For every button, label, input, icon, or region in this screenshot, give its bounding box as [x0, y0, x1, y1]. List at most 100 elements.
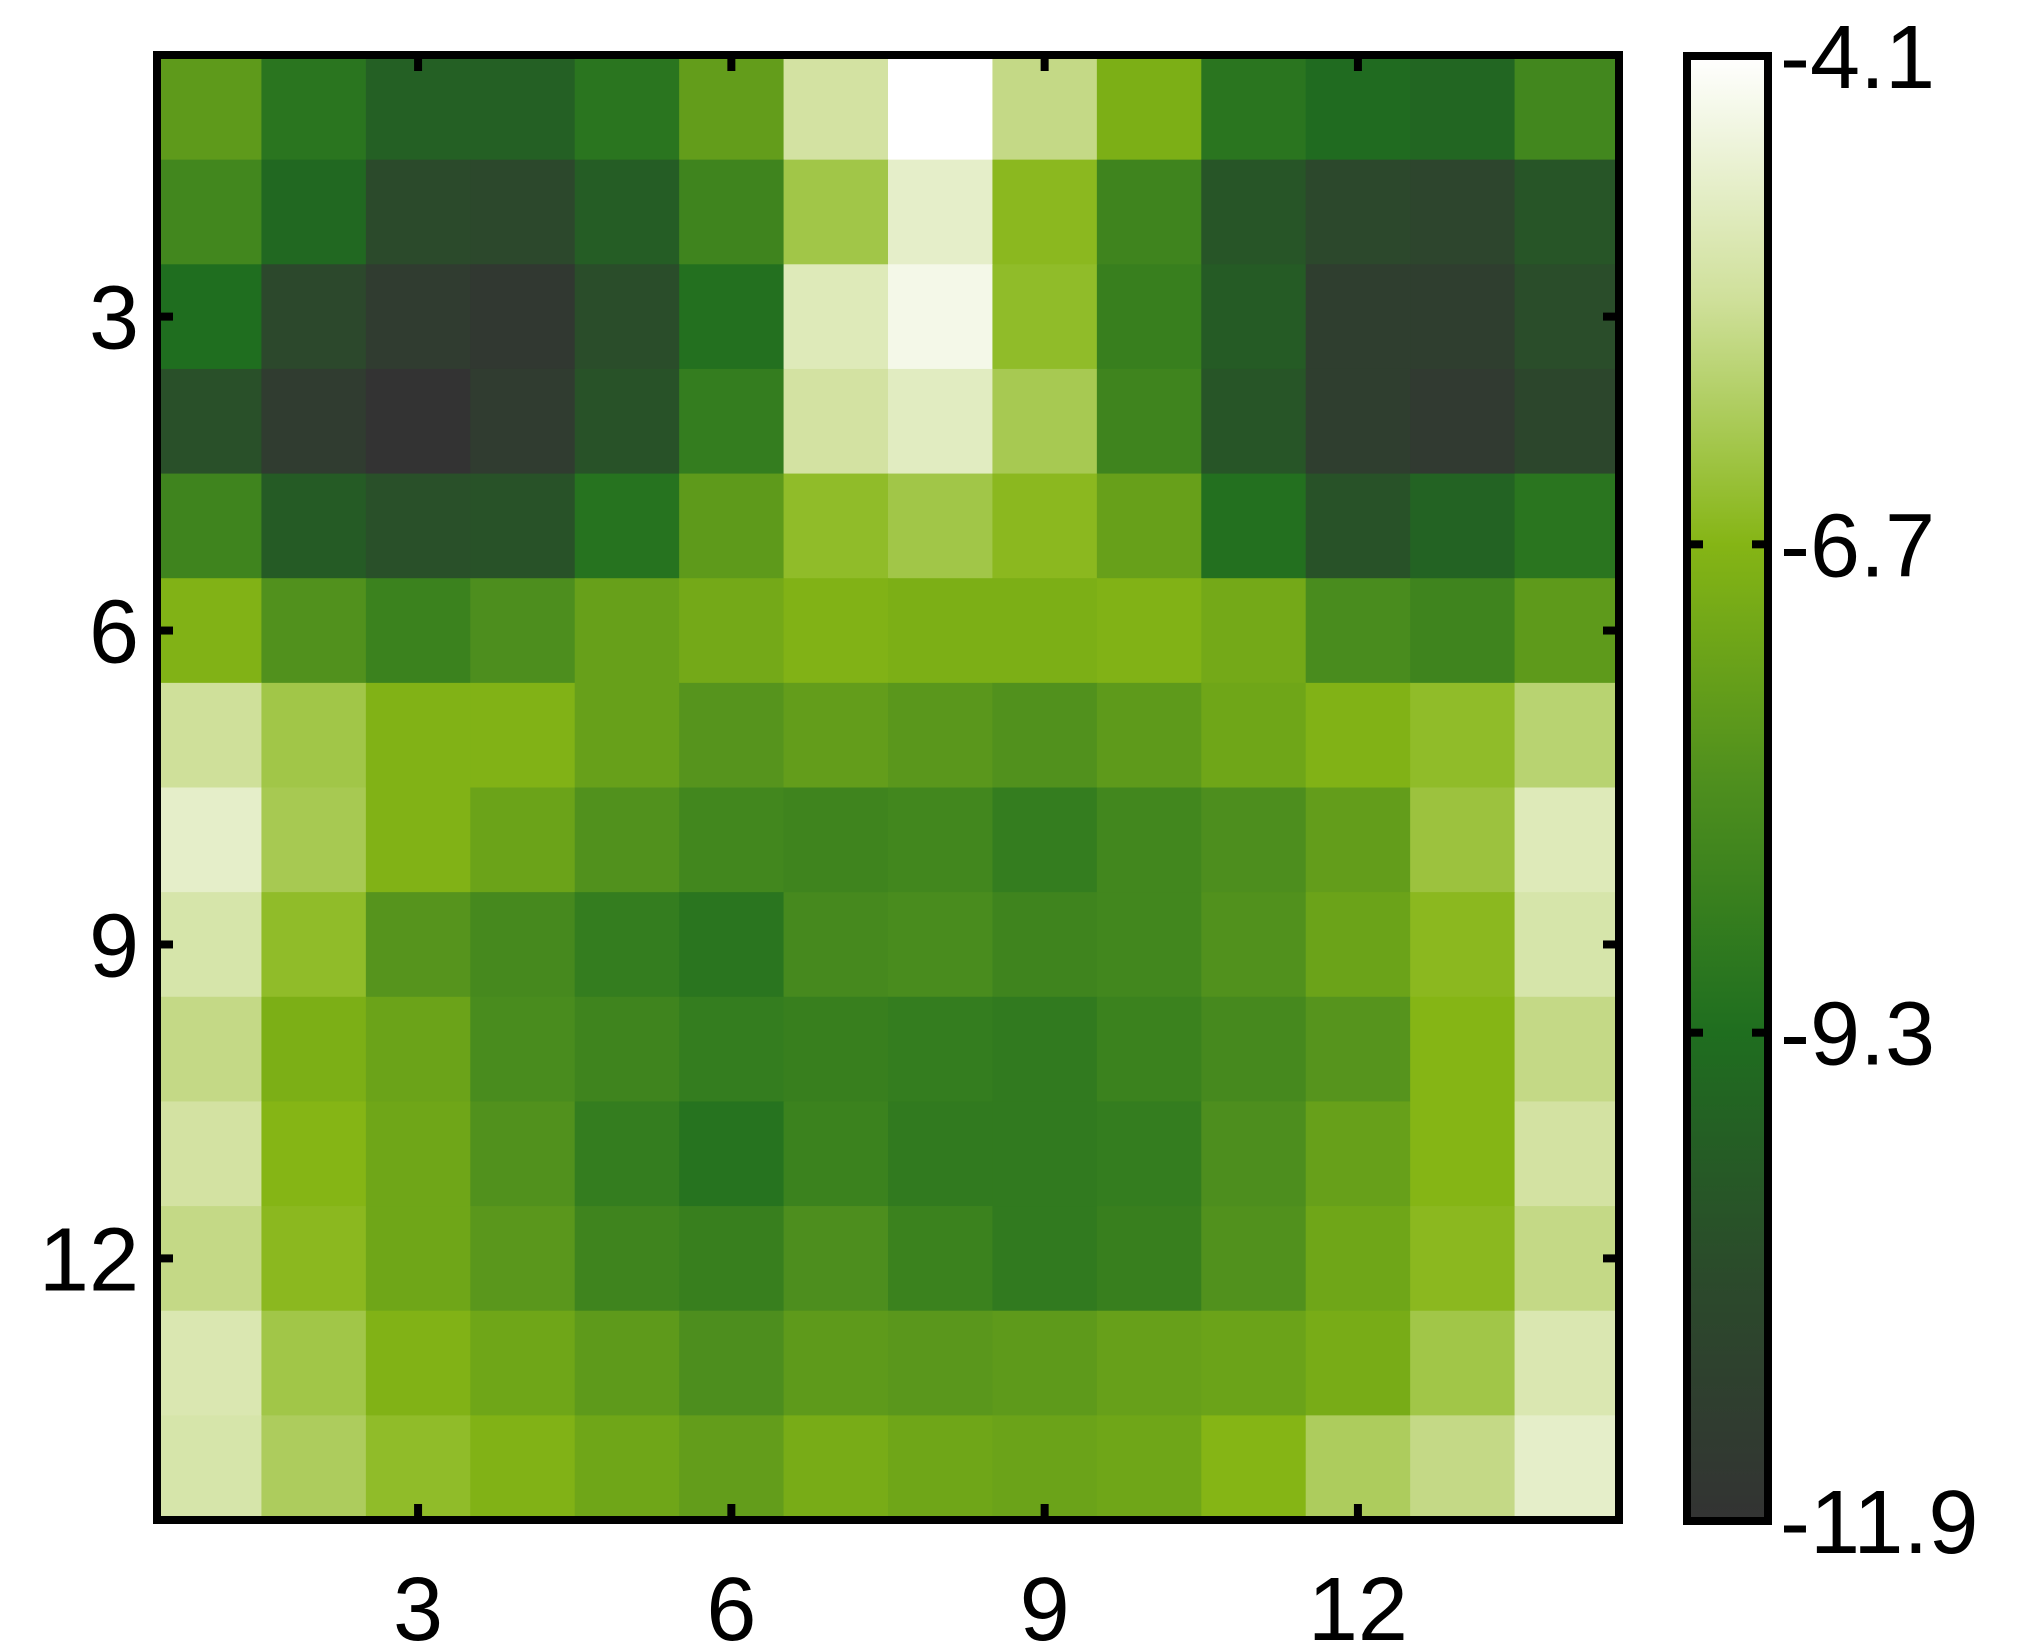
heatmap-cell: [888, 787, 994, 893]
heatmap-cell: [679, 264, 785, 370]
heatmap-cell: [1410, 1101, 1516, 1207]
heatmap-cell: [1201, 892, 1307, 998]
heatmap-cell: [992, 1415, 1098, 1521]
axis-tick-labels: 3 6 9 12 3 6 9 12: [39, 269, 1408, 1650]
heatmap-cell: [1514, 996, 1620, 1103]
heatmap-cell: [1096, 1101, 1202, 1207]
heatmap-cell: [783, 1206, 889, 1312]
heatmap-cell: [157, 264, 263, 370]
heatmap-cell: [992, 473, 1098, 579]
heatmap-cell: [261, 787, 367, 893]
heatmap-cell: [1410, 264, 1516, 370]
heatmap-cell: [1410, 682, 1516, 789]
heatmap-cell: [679, 787, 785, 893]
heatmap-cell: [1096, 996, 1202, 1103]
heatmap-cell: [992, 55, 1098, 161]
heatmap-cell: [992, 578, 1098, 684]
heatmap-cell: [992, 1101, 1098, 1207]
heatmap-cell: [365, 1206, 471, 1312]
heatmap-cell: [1305, 996, 1411, 1103]
heatmap-cell: [679, 473, 785, 579]
y-tick-label: 3: [89, 269, 139, 369]
heatmap-cell: [1096, 55, 1202, 161]
heatmap-cell: [1096, 264, 1202, 370]
heatmap-cell: [1514, 473, 1620, 579]
x-tick-label: 12: [1308, 1560, 1408, 1650]
heatmap-cell: [470, 787, 576, 893]
heatmap-cell: [783, 787, 889, 893]
colorbar-tick-label: -4.1: [1780, 8, 1935, 108]
heatmap-cell: [1201, 682, 1307, 789]
heatmap-cell: [679, 1310, 785, 1416]
heatmap-cell: [261, 1310, 367, 1416]
heatmap-cell: [470, 159, 576, 265]
heatmap-cell: [1514, 55, 1620, 161]
heatmap-cell: [157, 1101, 263, 1207]
heatmap-cell: [888, 1206, 994, 1312]
heatmap-cell: [679, 1101, 785, 1207]
heatmap-cell: [574, 1310, 680, 1416]
heatmap-cell: [157, 996, 263, 1103]
heatmap-cell: [157, 55, 263, 161]
heatmap-cell: [1410, 1415, 1516, 1521]
heatmap-cell: [1096, 1415, 1202, 1521]
heatmap-cell: [1514, 682, 1620, 789]
heatmap-cell: [888, 1310, 994, 1416]
heatmap-cell: [783, 55, 889, 161]
heatmap-cell: [157, 682, 263, 789]
heatmap-cell: [365, 1310, 471, 1416]
heatmap-cell: [783, 473, 889, 579]
heatmap-cell: [888, 368, 994, 475]
heatmap-cell: [888, 264, 994, 370]
heatmap-cell: [1305, 892, 1411, 998]
heatmap-cell: [1201, 368, 1307, 475]
axis-ticks: [157, 55, 1619, 1520]
heatmap-cell: [1410, 787, 1516, 893]
heatmap-cell: [1201, 159, 1307, 265]
heatmap-cell: [783, 1310, 889, 1416]
heatmap-cell: [1410, 996, 1516, 1103]
heatmap-cell: [1514, 159, 1620, 265]
heatmap-cell: [574, 1415, 680, 1521]
heatmap-cell: [470, 892, 576, 998]
heatmap-cell: [365, 159, 471, 265]
heatmap-cell: [470, 578, 576, 684]
heatmap-cell: [1096, 787, 1202, 893]
heatmap-cell: [783, 996, 889, 1103]
heatmap-cell: [470, 473, 576, 579]
x-tick-label: 9: [1020, 1560, 1070, 1650]
heatmap-cell: [157, 1206, 263, 1312]
heatmap-cell: [1201, 55, 1307, 161]
heatmap-cell: [888, 892, 994, 998]
heatmap-cell: [574, 55, 680, 161]
heatmap-cell: [1305, 473, 1411, 579]
heatmap-cell: [1514, 787, 1620, 893]
heatmap-cell: [888, 682, 994, 789]
heatmap-cell: [261, 1101, 367, 1207]
heatmap-cell: [1514, 892, 1620, 998]
heatmap-cell: [1305, 55, 1411, 161]
heatmap-cell: [992, 996, 1098, 1103]
heatmap-cell: [1410, 368, 1516, 475]
heatmap-cell: [574, 473, 680, 579]
heatmap-cell: [261, 473, 367, 579]
heatmap-cell: [574, 892, 680, 998]
heatmap-cell: [470, 1101, 576, 1207]
heatmap-cell: [1201, 1101, 1307, 1207]
heatmap-cell: [365, 996, 471, 1103]
heatmap-cell: [1514, 1206, 1620, 1312]
heatmap-cell: [1201, 996, 1307, 1103]
heatmap-cell: [1201, 787, 1307, 893]
heatmap-cell: [365, 55, 471, 161]
heatmap-cell: [1305, 1206, 1411, 1312]
heatmap-cell: [1514, 1101, 1620, 1207]
heatmap-cell: [365, 682, 471, 789]
heatmap-cell: [679, 892, 785, 998]
y-tick-label: 6: [89, 583, 139, 683]
heatmap-cell: [574, 159, 680, 265]
heatmap-cell: [992, 787, 1098, 893]
heatmap-cell: [783, 264, 889, 370]
heatmap-cell: [1514, 264, 1620, 370]
heatmap-cell: [574, 578, 680, 684]
